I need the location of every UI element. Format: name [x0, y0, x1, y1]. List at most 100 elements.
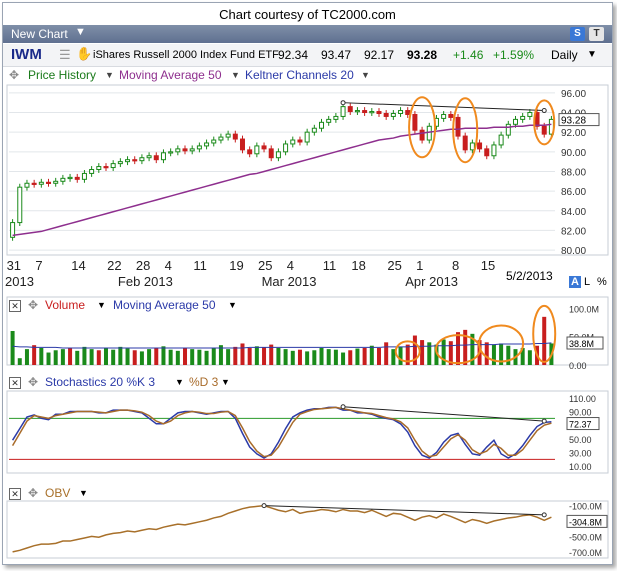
volume-bar — [412, 335, 417, 365]
volume-bar — [491, 344, 496, 365]
chevron-down-icon: ▼ — [228, 300, 237, 310]
stoch-d-label[interactable]: %D 3 — [189, 375, 219, 389]
close-icon[interactable]: ✕ — [9, 377, 21, 389]
candle — [232, 133, 238, 140]
volume-bar — [111, 349, 116, 365]
last-price-label: 93.28 — [561, 116, 586, 127]
volume-bar — [218, 345, 223, 365]
y-tick-label: -500.0M — [569, 532, 602, 542]
ma50-label[interactable]: Moving Average 50 — [119, 68, 222, 82]
volume-bar — [204, 350, 209, 365]
x-tick-label: 4 — [165, 258, 172, 273]
chevron-down-icon: ▼ — [105, 70, 114, 80]
x-tick-label: 28 — [136, 258, 150, 273]
candle — [347, 106, 353, 113]
chevron-down-icon: ▼ — [97, 300, 106, 310]
x-tick-label: 25 — [258, 258, 272, 273]
candle — [477, 142, 483, 150]
stoch-d-line — [11, 406, 552, 458]
y-tick-label: 100.0M — [569, 304, 599, 314]
indicator-toggle-icon[interactable]: ✥ — [9, 68, 20, 82]
close-icon[interactable]: ✕ — [9, 300, 21, 312]
stochastics-legend: ✕ ✥ Stochastics 20 %K 3 ▼ %D 3 ▼ — [3, 375, 403, 391]
volume-bar — [420, 340, 425, 365]
volume-bar — [247, 348, 252, 365]
candle — [484, 148, 490, 157]
chart-tab-title[interactable]: New Chart — [11, 27, 68, 41]
volume-bar — [240, 343, 245, 365]
candle — [405, 110, 411, 115]
annotation-circle — [478, 324, 525, 363]
volume-ma-label[interactable]: Moving Average 50 — [113, 298, 216, 312]
candle — [218, 136, 224, 141]
last-obv-box — [566, 514, 608, 528]
keltner-label[interactable]: Keltner Channels 20 — [245, 68, 354, 82]
candle — [239, 138, 245, 151]
candle — [426, 125, 432, 141]
price-history-label[interactable]: Price History — [28, 68, 97, 82]
volume-bar — [376, 348, 381, 365]
volume-bar — [175, 350, 180, 365]
x-tick-label: 25 — [387, 258, 401, 273]
volume-bar — [463, 329, 468, 365]
volume-label[interactable]: Volume — [45, 298, 86, 312]
candle — [419, 129, 425, 141]
candle — [362, 110, 368, 114]
scale-pct-button[interactable]: % — [597, 276, 607, 288]
candle — [369, 111, 375, 114]
close-icon[interactable]: ✕ — [9, 488, 21, 500]
obv-panel: -100.0M -500.0M -700.0M -304.8M — [6, 500, 609, 559]
candle — [53, 180, 59, 184]
chevron-down-icon[interactable]: ▼ — [587, 49, 597, 60]
y-tick-label: 86.00 — [561, 187, 586, 198]
volume-bar — [398, 346, 403, 365]
candle — [268, 148, 274, 159]
scale-l-button[interactable]: L — [584, 276, 591, 288]
x-tick-label: 4 — [287, 258, 294, 273]
candle — [247, 149, 253, 155]
scale-a-button[interactable]: A — [569, 276, 581, 288]
volume-ma-line — [12, 342, 552, 349]
trend-line — [343, 102, 545, 112]
volume-bar — [506, 345, 511, 365]
candle — [139, 157, 145, 162]
candle — [110, 163, 116, 169]
trend-point — [541, 418, 547, 424]
y-tick-label: 110.00 — [569, 394, 596, 404]
volume-bar — [405, 344, 410, 365]
share-icon[interactable]: ✋ — [76, 46, 93, 61]
indicator-toggle-icon[interactable]: ✥ — [28, 486, 39, 500]
volume-bar — [161, 346, 166, 365]
volume-bar — [262, 347, 267, 365]
candle — [275, 151, 281, 159]
candle — [211, 139, 217, 144]
s-button[interactable]: S — [570, 27, 585, 41]
candle — [340, 106, 346, 117]
obv-legend: ✕ ✥ OBV ▼ — [3, 486, 403, 502]
candle — [168, 151, 174, 154]
t-button[interactable]: T — [589, 27, 604, 41]
indicator-toggle-icon[interactable]: ✥ — [28, 375, 39, 389]
y-tick-label: 50.00 — [569, 435, 592, 445]
volume-bar — [384, 342, 389, 365]
volume-bar — [75, 350, 80, 365]
y-tick-label: 82.00 — [561, 226, 586, 237]
y-tick-label: -700.0M — [569, 548, 602, 558]
y-tick-label: 92.00 — [561, 128, 586, 139]
obv-label[interactable]: OBV — [45, 486, 71, 500]
candle — [46, 181, 52, 184]
y-tick-label: 90.00 — [561, 148, 586, 159]
change-value: +1.46 — [453, 48, 484, 62]
list-icon[interactable]: ☰ — [59, 47, 71, 62]
volume-bar — [46, 352, 51, 365]
candle — [132, 159, 138, 162]
indicator-toggle-icon[interactable]: ✥ — [28, 298, 39, 312]
chevron-down-icon[interactable]: ▼ — [75, 26, 86, 38]
volume-bar — [499, 343, 504, 365]
timeframe-select[interactable]: Daily — [551, 48, 578, 62]
price-panel: 96.0094.0092.0090.0088.0086.0084.0082.00… — [6, 84, 609, 257]
stoch-k-label[interactable]: Stochastics 20 %K 3 — [45, 375, 156, 389]
candle — [469, 142, 475, 151]
volume-bar — [283, 349, 288, 365]
ticker-symbol[interactable]: IWM — [11, 46, 42, 63]
